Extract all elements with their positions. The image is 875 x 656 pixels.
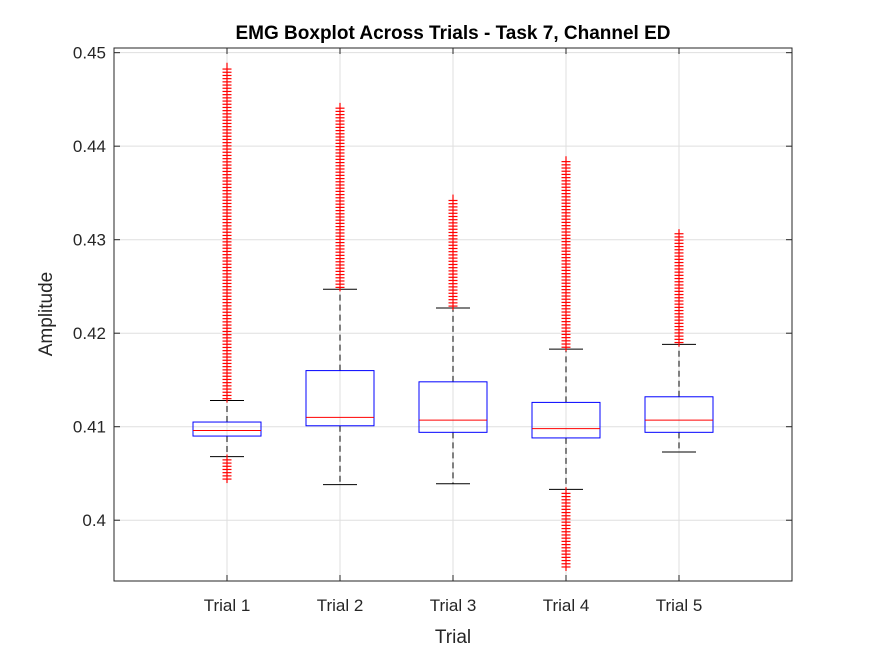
- box-4: [531, 156, 601, 571]
- chart-title: EMG Boxplot Across Trials - Task 7, Chan…: [236, 23, 671, 44]
- iqr-box: [418, 381, 488, 433]
- y-tick-label: 0.43: [73, 231, 106, 250]
- iqr-box: [305, 370, 375, 427]
- x-tick-label: Trial 2: [317, 596, 364, 615]
- x-axis-label: Trial: [435, 627, 471, 648]
- ticks: 0.4 0.41 0.42 0.43 0.44 0.45 Trial 1 Trial 2 Tri…: [73, 44, 792, 615]
- x-tick-label: Trial 4: [543, 596, 590, 615]
- y-tick-label: 0.4: [82, 511, 106, 530]
- y-tick-label: 0.42: [73, 324, 106, 343]
- y-tick-label: 0.45: [73, 44, 106, 63]
- box-5: [644, 229, 714, 453]
- x-tick-label: Trial 3: [430, 596, 477, 615]
- box-2: [305, 102, 375, 486]
- iqr-box: [644, 396, 714, 433]
- x-tick-label: Trial 1: [204, 596, 251, 615]
- iqr-box: [192, 421, 262, 437]
- x-tick-label: Trial 5: [656, 596, 703, 615]
- y-axis-label: Amplitude: [36, 272, 57, 357]
- box-3: [418, 194, 488, 485]
- boxplot-series: [192, 62, 714, 571]
- box-1: [192, 62, 262, 484]
- y-tick-label: 0.44: [73, 137, 106, 156]
- y-tick-label: 0.41: [73, 418, 106, 437]
- iqr-box: [531, 401, 601, 439]
